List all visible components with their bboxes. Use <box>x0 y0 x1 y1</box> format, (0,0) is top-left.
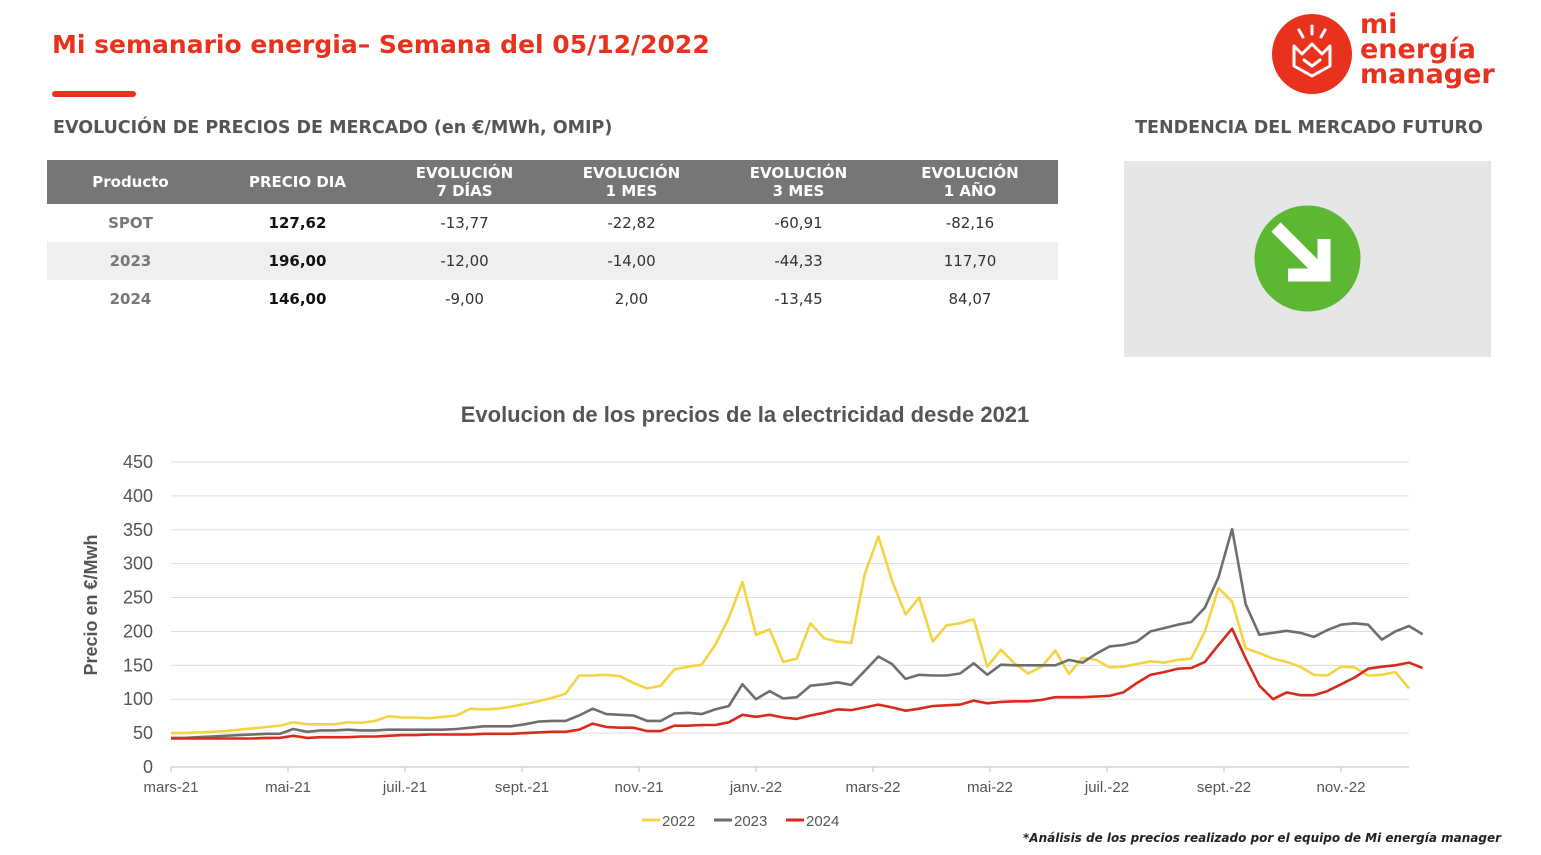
x-tick-label: nov.-21 <box>615 779 664 796</box>
legend-label: 2022 <box>662 813 695 830</box>
table-row: 2023 196,00 -12,00 -14,00 -44,33 117,70 <box>47 242 1058 280</box>
series-line-2023 <box>171 527 1424 740</box>
y-tick-label: 0 <box>143 757 153 777</box>
y-tick-label: 150 <box>123 655 153 675</box>
legend-label: 2024 <box>806 813 839 830</box>
brand-logo: mi energía manager <box>1272 10 1502 96</box>
market-table-title: EVOLUCIÓN DE PRECIOS DE MERCADO (en €/MW… <box>53 118 613 138</box>
x-tick-label: juil.-21 <box>382 779 427 796</box>
y-axis-label: Precio en €/Mwh <box>81 534 101 675</box>
x-tick-label: sept.-21 <box>495 779 549 796</box>
chart-title: Evolucion de los precios de la electrici… <box>461 402 1030 427</box>
series-line-2022 <box>171 535 1410 735</box>
x-tick-label: mars-21 <box>143 779 198 796</box>
evolution-cell: -13,45 <box>774 290 823 308</box>
x-tick-label: janv.-22 <box>729 779 782 796</box>
y-tick-label: 250 <box>123 588 153 608</box>
price-cell: 196,00 <box>214 242 381 280</box>
evolution-cell: 2,00 <box>614 290 649 308</box>
evolution-cell: -82,16 <box>945 214 995 232</box>
legend-label: 2023 <box>734 813 767 830</box>
evolution-cell: -22,82 <box>607 214 656 232</box>
evolution-cell: -14,00 <box>548 242 715 280</box>
y-tick-label: 300 <box>123 554 153 574</box>
y-tick-label: 350 <box>123 520 153 540</box>
arrow-down-right-icon <box>1254 205 1361 312</box>
column-header: PRECIO DIA <box>214 160 381 204</box>
y-tick-label: 200 <box>123 621 153 641</box>
x-tick-label: mai-21 <box>265 779 311 796</box>
evolution-cell: 84,07 <box>948 290 992 308</box>
column-header: EVOLUCIÓN 1 AÑO <box>882 160 1058 204</box>
x-tick-label: mai-22 <box>967 779 1013 796</box>
evolution-cell: -12,00 <box>381 242 548 280</box>
logo-line: energía <box>1360 34 1476 65</box>
x-tick-label: juil.-22 <box>1084 779 1129 796</box>
column-header: EVOLUCIÓN 1 MES <box>548 160 715 204</box>
price-cell: 127,62 <box>268 214 327 232</box>
evolution-cell: -60,91 <box>774 214 823 232</box>
evolution-cell: -44,33 <box>715 242 882 280</box>
evolution-cell: -13,77 <box>440 214 489 232</box>
trend-title: TENDENCIA DEL MERCADO FUTURO <box>1135 118 1483 138</box>
product-cell: 2024 <box>109 290 152 308</box>
logo-line: manager <box>1360 59 1495 90</box>
x-tick-label: mars-22 <box>845 779 900 796</box>
footnote: *Análisis de los precios realizado por e… <box>1023 831 1502 845</box>
product-cell: 2023 <box>47 242 214 280</box>
y-tick-label: 100 <box>123 689 153 709</box>
column-header: EVOLUCIÓN 3 MES <box>715 160 882 204</box>
evolution-cell: -9,00 <box>445 290 484 308</box>
logo-mark-icon <box>1272 14 1352 94</box>
market-prices-table: Producto PRECIO DIA EVOLUCIÓN 7 DÍAS EVOL… <box>47 160 1058 318</box>
column-header: EVOLUCIÓN 7 DÍAS <box>381 160 548 204</box>
page-title: Mi semanario energia– Semana del 05/12/2… <box>52 30 710 59</box>
series-line-2024 <box>171 627 1424 740</box>
x-tick-label: nov.-22 <box>1317 779 1366 796</box>
logo-line: mi <box>1360 9 1398 40</box>
product-cell: SPOT <box>108 214 153 232</box>
table-row: SPOT 127,62 -13,77 -22,82 -60,91 -82,16 <box>47 204 1058 242</box>
title-underline <box>52 91 136 97</box>
y-tick-label: 450 <box>123 452 153 472</box>
table-row: 2024 146,00 -9,00 2,00 -13,45 84,07 <box>47 280 1058 318</box>
evolution-cell: 117,70 <box>882 242 1058 280</box>
y-tick-label: 50 <box>133 723 153 743</box>
column-header: Producto <box>47 160 214 204</box>
price-cell: 146,00 <box>268 290 327 308</box>
y-tick-label: 400 <box>123 486 153 506</box>
table-header-row: Producto PRECIO DIA EVOLUCIÓN 7 DÍAS EVOL… <box>47 160 1058 204</box>
x-tick-label: sept.-22 <box>1197 779 1251 796</box>
logo-wordmark: mi energía manager <box>1360 9 1495 90</box>
